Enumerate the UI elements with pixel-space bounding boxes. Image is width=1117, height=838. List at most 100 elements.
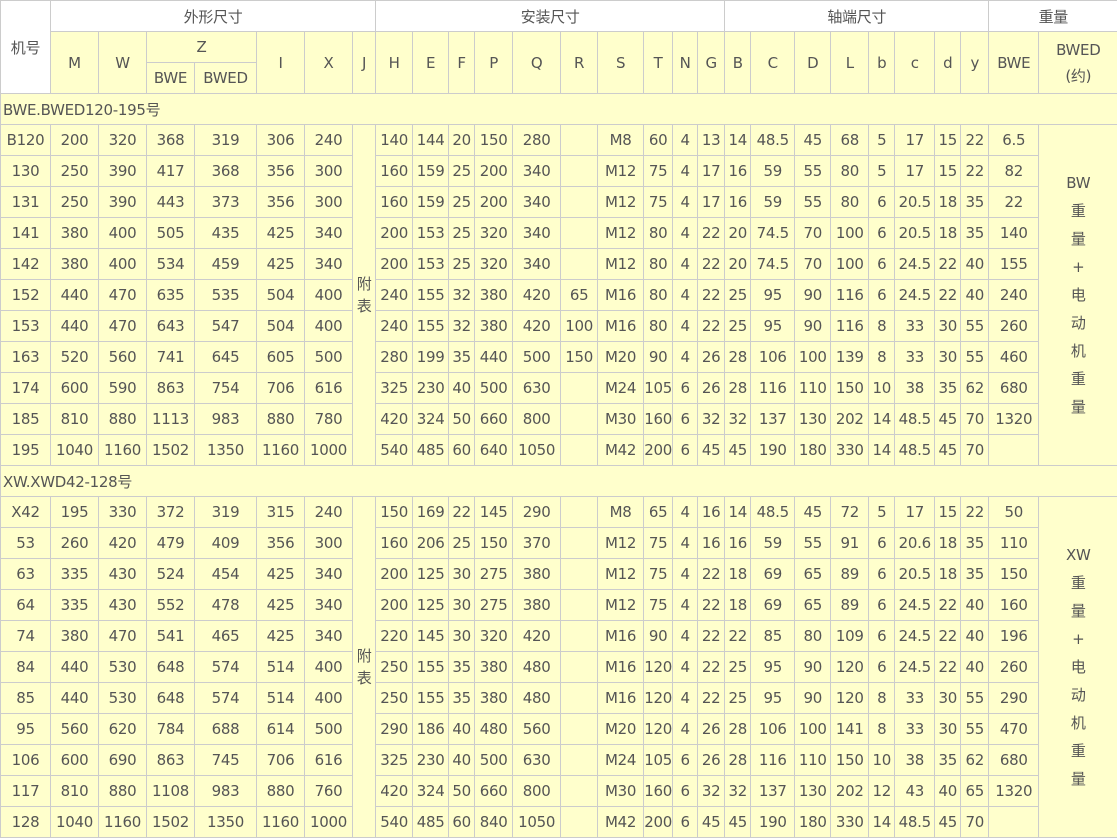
value-cell — [560, 620, 599, 652]
value-cell: 60 — [448, 434, 476, 466]
value-cell: 200 — [474, 155, 514, 187]
value-cell: 315 — [256, 496, 305, 528]
value-cell: 4 — [672, 279, 699, 311]
table-row: 84 440 530 648 574 514 400 250 155 35 380 480 M16 120… — [0, 651, 1117, 683]
value-cell — [560, 434, 599, 466]
appendix-cell: 附表 — [351, 124, 377, 466]
value-cell: 514 — [256, 682, 305, 714]
model-cell: 142 — [0, 248, 51, 280]
value-cell: 75 — [643, 527, 674, 559]
value-cell: 75 — [643, 558, 674, 590]
value-cell: 440 — [50, 310, 99, 342]
value-cell: 535 — [194, 279, 257, 311]
table-row: 142 380 400 534 459 425 340 200 153 25 320 340 M12 80… — [0, 248, 1117, 280]
value-cell: 159 — [412, 186, 450, 218]
value-cell: 17 — [894, 124, 936, 156]
value-cell: 50 — [988, 496, 1040, 528]
value-cell: 340 — [304, 248, 353, 280]
value-cell: 140 — [375, 124, 414, 156]
value-cell: 400 — [304, 279, 353, 311]
value-cell: 4 — [672, 558, 699, 590]
value-cell: 863 — [146, 372, 195, 404]
value-cell: 22 — [934, 279, 962, 311]
header-col-X: X — [304, 31, 353, 94]
value-cell: 95 — [750, 279, 796, 311]
value-cell: 417 — [146, 155, 195, 187]
model-cell: 84 — [0, 651, 51, 683]
value-cell: 880 — [256, 775, 305, 807]
value-cell: 356 — [256, 527, 305, 559]
value-cell: 59 — [750, 155, 796, 187]
model-cell: 95 — [0, 713, 51, 745]
value-cell: 150 — [988, 558, 1040, 590]
value-cell — [560, 217, 599, 249]
value-cell: 6 — [672, 403, 699, 435]
value-cell: 153 — [412, 248, 450, 280]
value-cell: 199 — [412, 341, 450, 373]
value-cell: 552 — [146, 589, 195, 621]
value-cell: 110 — [794, 372, 832, 404]
value-cell: 590 — [98, 372, 147, 404]
value-cell: 320 — [474, 217, 514, 249]
value-cell: 340 — [512, 186, 562, 218]
value-cell: 45 — [794, 124, 832, 156]
value-cell: 15 — [934, 155, 962, 187]
value-cell: 18 — [724, 589, 752, 621]
value-cell: 300 — [304, 155, 353, 187]
value-cell: 6 — [868, 527, 896, 559]
table-row: B120 200 320 368 319 306 240 附表 140 144 20 150 280 M8… — [0, 124, 1117, 466]
value-cell: 520 — [50, 341, 99, 373]
value-cell: 435 — [194, 217, 257, 249]
value-cell: 100 — [830, 248, 870, 280]
value-cell: 500 — [474, 372, 514, 404]
value-cell: 340 — [304, 589, 353, 621]
value-cell: 20 — [724, 217, 752, 249]
value-cell: 65 — [643, 496, 674, 528]
value-cell: 68 — [830, 124, 870, 156]
value-cell: 17 — [894, 155, 936, 187]
value-cell: 202 — [830, 775, 870, 807]
value-cell: 372 — [146, 496, 195, 528]
value-cell: 150 — [474, 124, 514, 156]
value-cell: M12 — [597, 589, 645, 621]
value-cell: M12 — [597, 248, 645, 280]
value-cell: 55 — [960, 682, 990, 714]
value-cell: 75 — [643, 589, 674, 621]
value-cell — [560, 403, 599, 435]
value-cell: 28 — [724, 744, 752, 776]
value-cell: 800 — [512, 403, 562, 435]
value-cell: 32 — [724, 775, 752, 807]
model-cell: 74 — [0, 620, 51, 652]
header-col-E: E — [412, 31, 450, 94]
value-cell: 90 — [643, 341, 674, 373]
value-cell: 30 — [934, 682, 962, 714]
value-cell: 443 — [146, 186, 195, 218]
value-cell: 125 — [412, 589, 450, 621]
value-cell: 70 — [960, 806, 990, 838]
value-cell: M12 — [597, 558, 645, 590]
value-cell: 22 — [934, 620, 962, 652]
value-cell: 645 — [194, 341, 257, 373]
value-cell: 91 — [830, 527, 870, 559]
value-cell: 380 — [474, 279, 514, 311]
value-cell: 20.5 — [894, 186, 936, 218]
value-cell: 26 — [697, 744, 726, 776]
value-cell: 504 — [256, 279, 305, 311]
value-cell: 130 — [794, 775, 832, 807]
value-cell: 16 — [697, 527, 726, 559]
value-cell: 120 — [643, 713, 674, 745]
value-cell: 324 — [412, 775, 450, 807]
value-cell: 250 — [50, 186, 99, 218]
value-cell: 32 — [448, 310, 476, 342]
value-cell: 153 — [412, 217, 450, 249]
value-cell: 14 — [724, 124, 752, 156]
value-cell: 440 — [474, 341, 514, 373]
value-cell: 1113 — [146, 403, 195, 435]
value-cell: 6 — [672, 372, 699, 404]
model-cell: 163 — [0, 341, 51, 373]
value-cell: 69 — [750, 589, 796, 621]
value-cell: 430 — [98, 558, 147, 590]
value-cell: 200 — [375, 589, 414, 621]
section-title: BWE.BWED120-195号 — [0, 93, 1117, 125]
value-cell — [560, 806, 599, 838]
